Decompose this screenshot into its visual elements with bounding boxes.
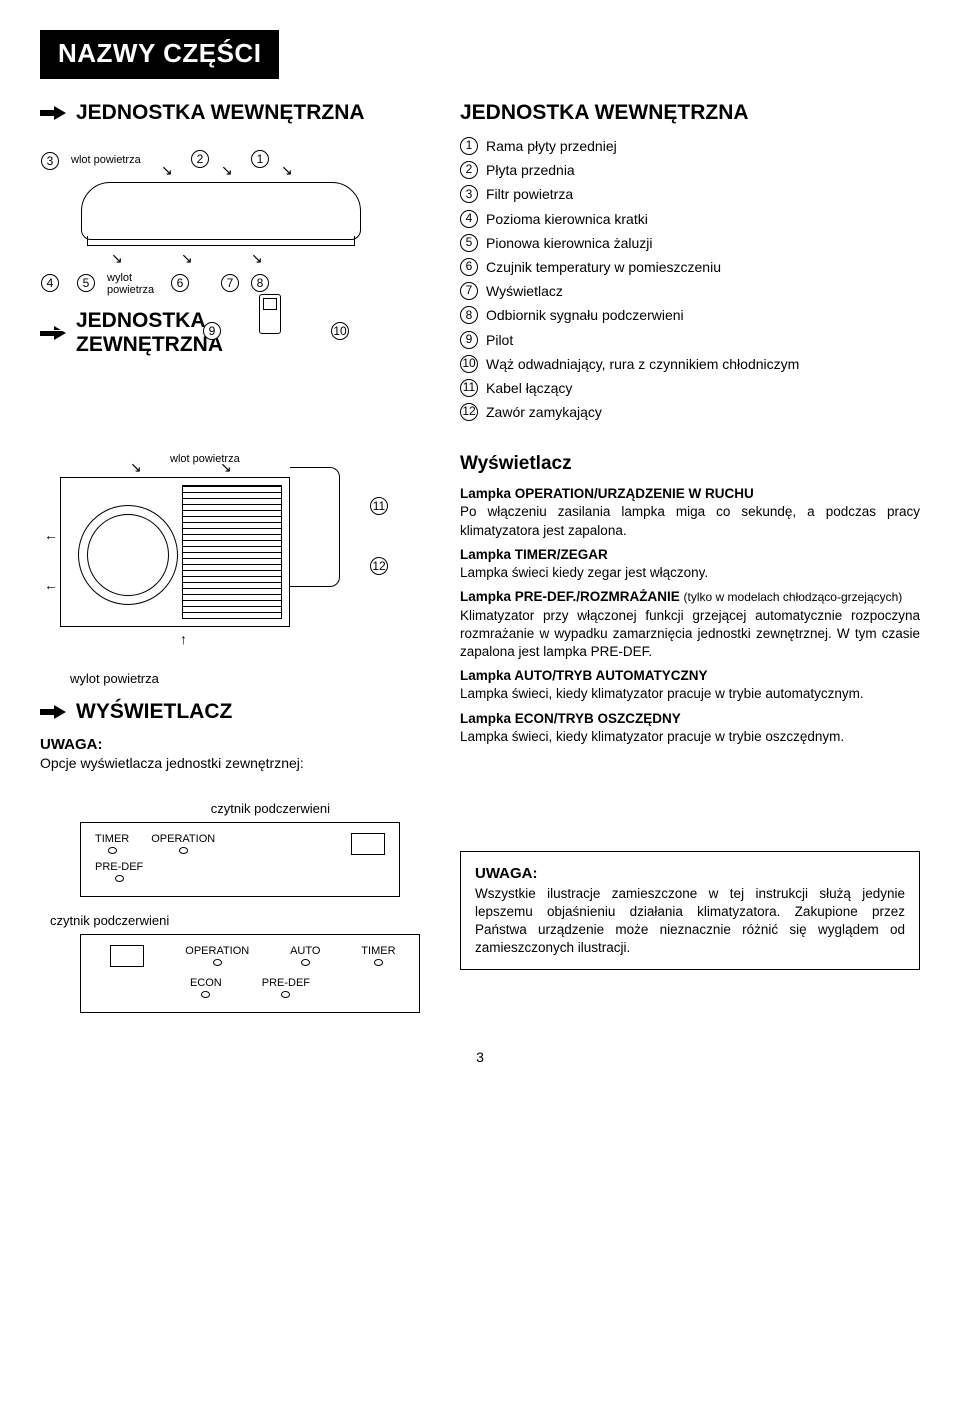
- display-heading: WYŚWIETLACZ: [40, 700, 440, 724]
- ir-window-icon: [110, 945, 144, 967]
- parts-list-item: 11Kabel łączący: [460, 379, 920, 397]
- page-title: NAZWY CZĘŚCI: [40, 30, 279, 79]
- ir-reader-label-2: czytnik podczerwieni: [50, 913, 440, 928]
- indoor-unit-diagram: 3 wlot powietrza 2 1 ↘ ↘ ↘ 4 5 wylot pow…: [40, 131, 420, 331]
- parts-list-item: 12Zawór zamykający: [460, 403, 920, 421]
- note-box: UWAGA: Wszystkie ilustracje zamieszczone…: [460, 851, 920, 970]
- parts-list-item: 6Czujnik temperatury w pomieszczeniu: [460, 258, 920, 276]
- parts-list-item: 4Pozioma kierownica kratki: [460, 210, 920, 228]
- display-section-title: Wyświetlacz: [460, 453, 920, 475]
- ir-window-icon: [351, 833, 385, 855]
- hand-icon: [40, 104, 66, 122]
- auto-lamp-info: Lampka AUTO/TRYB AUTOMATYCZNYLampka świe…: [460, 667, 920, 703]
- outdoor-unit-diagram: wlot powietrza ↘ ↘ 11 12 ← ← ↑: [40, 447, 420, 667]
- parts-list-item: 8Odbiornik sygnału podczerwieni: [460, 306, 920, 324]
- econ-lamp-info: Lampka ECON/TRYB OSZCZĘDNYLampka świeci,…: [460, 710, 920, 746]
- hand-icon: [40, 703, 66, 721]
- parts-list-item: 10Wąż odwadniający, rura z czynnikiem ch…: [460, 355, 920, 373]
- parts-list-item: 1Rama płyty przedniej: [460, 137, 920, 155]
- ir-reader-label: czytnik podczerwieni: [40, 801, 440, 816]
- parts-list-item: 9Pilot: [460, 331, 920, 349]
- attention-heading: UWAGA:: [40, 736, 440, 753]
- display-panel-1: TIMER OPERATION PRE-DEF: [80, 822, 400, 897]
- indoor-unit-heading: JEDNOSTKA WEWNĘTRZNA: [40, 101, 440, 125]
- parts-list-item: 5Pionowa kierownica żaluzji: [460, 234, 920, 252]
- predef-lamp-info: Lampka PRE-DEF./ROZMRAŻANIE (tylko w mod…: [460, 588, 920, 661]
- page-number: 3: [40, 1049, 920, 1065]
- parts-list-item: 2Płyta przednia: [460, 161, 920, 179]
- outlet-label: wylot powietrza: [70, 671, 440, 686]
- attention-text: Opcje wyświetlacza jednostki zewnętrznej…: [40, 755, 440, 771]
- parts-list: 1Rama płyty przedniej 2Płyta przednia 3Fil…: [460, 137, 920, 421]
- timer-lamp-info: Lampka TIMER/ZEGARLampka świeci kiedy ze…: [460, 546, 920, 582]
- parts-list-item: 3Filtr powietrza: [460, 185, 920, 203]
- parts-list-title: JEDNOSTKA WEWNĘTRZNA: [460, 101, 920, 125]
- operation-lamp-info: Lampka OPERATION/URZĄDZENIE W RUCHUPo wł…: [460, 485, 920, 540]
- remote-icon: [259, 294, 281, 334]
- parts-list-item: 7Wyświetlacz: [460, 282, 920, 300]
- display-panel-2: OPERATION AUTO TIMER ECON PRE-DEF: [80, 934, 420, 1013]
